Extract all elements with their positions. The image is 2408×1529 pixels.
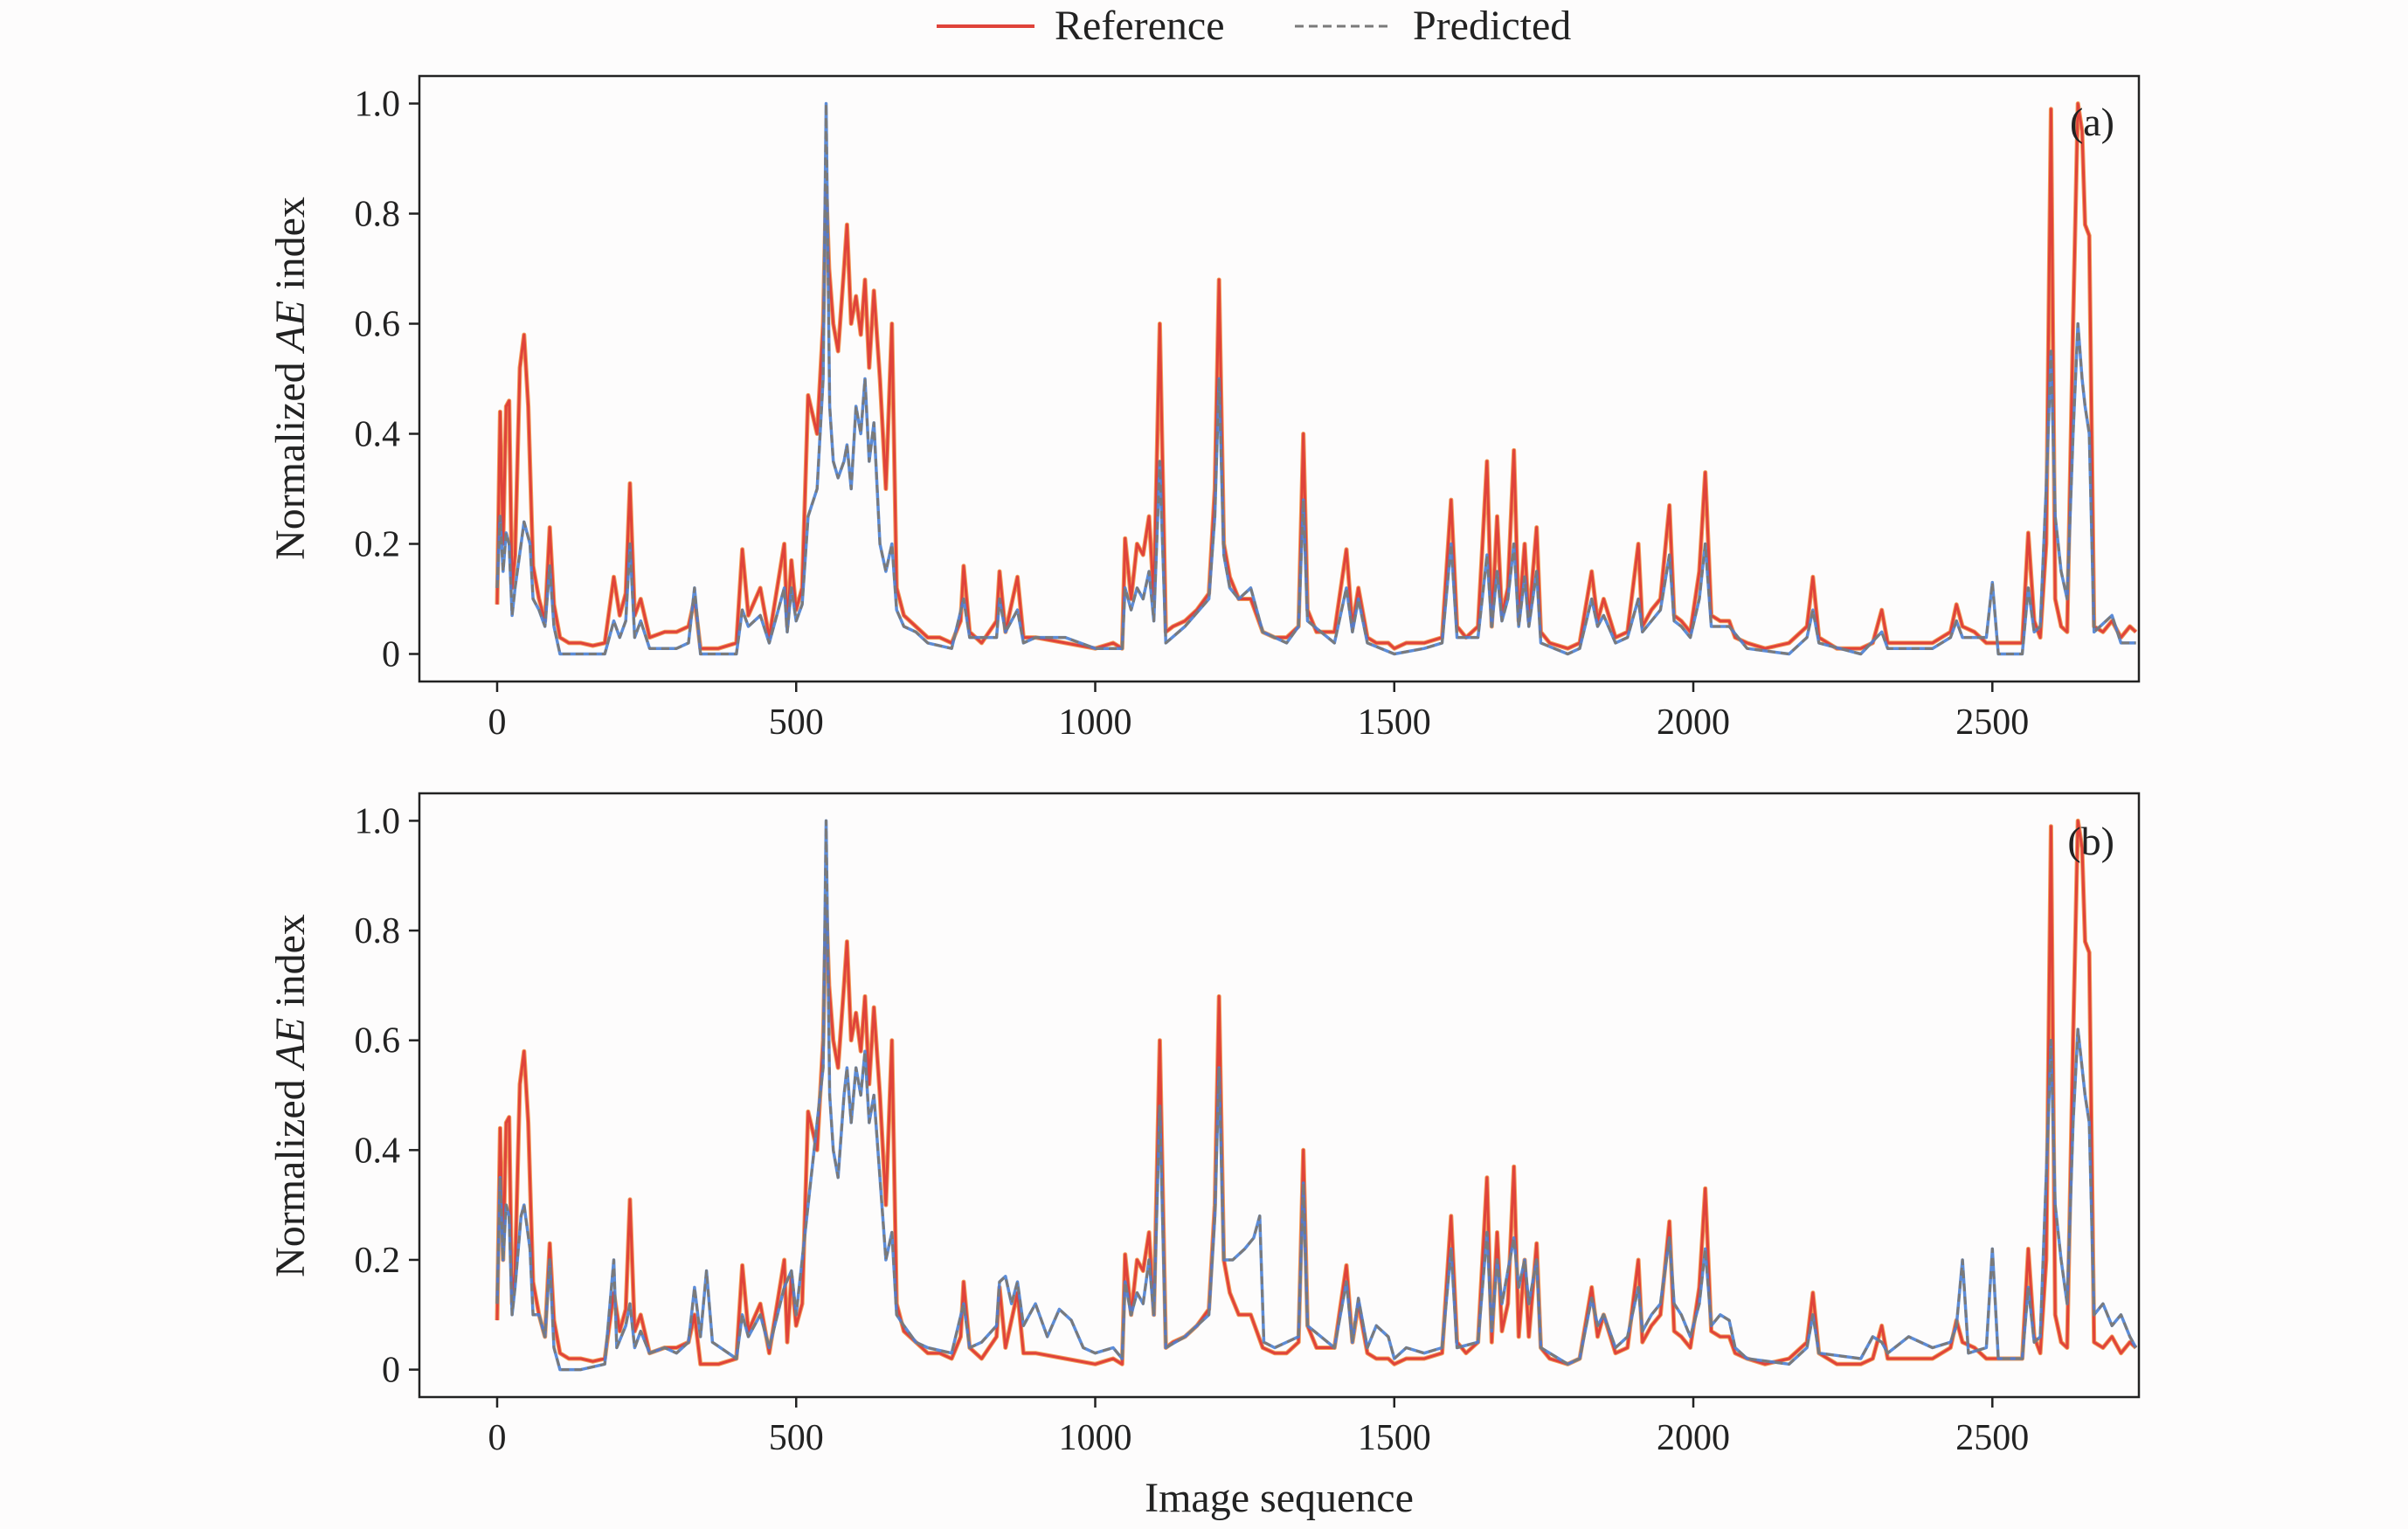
panel-a-ytick-label: 0.4 <box>355 415 401 455</box>
panel-b-xticks: 0 500 1000 1500 2000 2500 <box>488 1397 2029 1458</box>
panel-b-yticks: 0 0.2 0.4 0.6 0.8 1.0 <box>355 801 419 1391</box>
panel-a-ytick-label: 0.8 <box>355 195 401 235</box>
panel-b-ylabel-italic: AE <box>267 1018 314 1072</box>
panel-a-xtick-label: 0 <box>488 702 506 743</box>
panel-b-ytick-label: 0.6 <box>355 1021 401 1062</box>
panel-a-reference-series <box>495 101 2138 651</box>
panel-b-ytick-label: 0 <box>382 1351 400 1391</box>
panel-b-ytick-label: 1.0 <box>355 801 401 841</box>
panel-a-ylabel-suffix: index <box>267 197 314 301</box>
panel-a-ytick-label: 0.2 <box>355 525 401 565</box>
panel-a-yticks: 0 0.2 0.4 0.6 0.8 1.0 <box>355 85 419 675</box>
legend: Reference Predicted <box>937 3 1571 49</box>
panel-b-xtick-label: 500 <box>769 1418 824 1458</box>
panel-b-predicted-dash <box>495 819 2137 1372</box>
panel-b-xtick-label: 2500 <box>1955 1418 2029 1458</box>
panel-a-xtick-label: 1500 <box>1358 702 1431 743</box>
panel-a-ytick-label: 0.6 <box>355 305 401 345</box>
x-axis-label: Image sequence <box>1145 1475 1414 1521</box>
panel-b-ylabel-prefix: Normalized <box>267 1069 314 1277</box>
panel-b-ytick-label: 0.4 <box>355 1131 401 1171</box>
panel-b-xtick-label: 1500 <box>1358 1418 1431 1458</box>
panel-a-label: (a) <box>2070 100 2114 144</box>
panel-a-xtick-label: 2500 <box>1955 702 2029 743</box>
panel-a-predicted-series <box>495 101 2136 656</box>
panel-b-frame <box>418 792 2141 1399</box>
panel-a-ylabel-italic: AE <box>267 301 314 355</box>
panel-b-ytick-label: 0.8 <box>355 911 401 951</box>
panel-a-ytick-label: 1.0 <box>355 85 401 125</box>
panel-b-xtick-label: 0 <box>488 1418 506 1458</box>
panel-a-xtick-label: 1000 <box>1059 702 1132 743</box>
panel-b-ytick-label: 0.2 <box>355 1241 401 1281</box>
panel-a-xtick-label: 2000 <box>1657 702 1730 743</box>
panel-b-ylabel: Normalized AE index <box>267 914 314 1277</box>
panel-a-predicted-dash <box>495 102 2136 655</box>
panel-a-xticks: 0 500 1000 1500 2000 2500 <box>488 681 2029 743</box>
panel-a-frame <box>418 74 2141 683</box>
legend-reference-label: Reference <box>1055 3 1225 49</box>
panel-a-ytick-label: 0 <box>382 635 400 675</box>
panel-b-ylabel-suffix: index <box>267 914 314 1018</box>
panel-b-xtick-label: 2000 <box>1657 1418 1730 1458</box>
panel-b-reference-series <box>495 818 2138 1366</box>
panel-b-predicted-series <box>495 819 2138 1372</box>
panel-b-xtick-label: 1000 <box>1059 1418 1132 1458</box>
legend-predicted-label: Predicted <box>1413 3 1571 49</box>
panel-a-ylabel-prefix: Normalized <box>267 351 314 560</box>
panel-b-reference-line <box>495 819 2137 1366</box>
panel-a: 0 0.2 0.4 0.6 0.8 1.0 0 500 1000 1500 2000 2500 (a… <box>267 74 2141 743</box>
panel-a-ylabel: Normalized AE index <box>267 197 314 560</box>
panel-a-reference-line <box>495 102 2137 650</box>
panel-b-label: (b) <box>2067 819 2114 863</box>
panel-b: 0 0.2 0.4 0.6 0.8 1.0 0 500 1000 1500 2000 2500 (b… <box>267 792 2141 1458</box>
panel-a-xtick-label: 500 <box>769 702 824 743</box>
